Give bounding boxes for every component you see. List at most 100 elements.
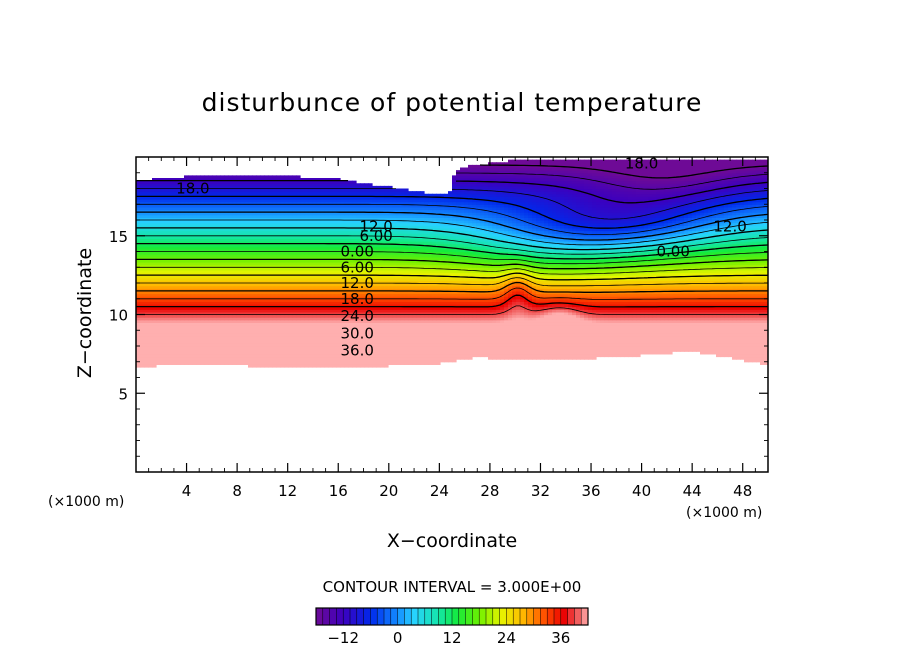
field-cell (260, 311, 265, 316)
field-cell (216, 361, 221, 365)
field-cell (244, 319, 249, 323)
field-cell (728, 327, 733, 331)
field-cell (320, 361, 325, 365)
field-cell (280, 301, 285, 305)
field-cell (140, 319, 145, 323)
field-cell (184, 298, 189, 302)
field-cell (384, 338, 389, 342)
field-cell (720, 311, 725, 316)
field-cell (280, 364, 285, 368)
field-cell (496, 335, 501, 339)
field-cell (500, 335, 505, 339)
field-cell (436, 283, 441, 287)
field-cell (408, 288, 413, 292)
field-cell (412, 351, 417, 355)
field-cell (448, 322, 453, 326)
field-cell (552, 319, 557, 323)
field-cell (228, 338, 233, 342)
field-cell (276, 322, 281, 326)
field-cell (296, 335, 301, 339)
field-cell (392, 338, 397, 342)
field-cell (324, 306, 329, 310)
field-cell (216, 314, 221, 318)
field-cell (300, 351, 305, 355)
field-cell (604, 285, 609, 289)
field-cell (540, 330, 545, 334)
field-cell (480, 319, 485, 323)
field-cell (348, 356, 353, 360)
field-cell (356, 298, 361, 302)
field-cell (408, 277, 413, 281)
field-cell (432, 288, 437, 292)
field-cell (540, 314, 545, 318)
field-cell (624, 325, 629, 329)
field-cell (604, 296, 609, 300)
field-cell (264, 277, 269, 281)
field-cell (444, 280, 449, 284)
field-cell (144, 298, 149, 302)
field-cell (148, 343, 153, 347)
field-cell (168, 351, 173, 355)
field-cell (260, 309, 265, 313)
field-cell (256, 283, 261, 287)
field-cell (672, 285, 677, 289)
field-cell (592, 338, 597, 342)
field-cell (536, 327, 541, 331)
field-cell (400, 330, 405, 334)
field-cell (188, 322, 193, 326)
field-cell (304, 306, 309, 310)
field-cell (500, 309, 505, 313)
field-cell (732, 322, 737, 326)
field-cell (408, 322, 413, 326)
field-cell (560, 351, 565, 355)
field-cell (432, 343, 437, 347)
field-cell (764, 348, 768, 352)
field-cell (368, 327, 373, 331)
field-cell (748, 311, 753, 316)
field-cell (492, 293, 497, 297)
field-cell (748, 351, 753, 355)
field-cell (664, 325, 669, 329)
field-cell (764, 346, 768, 350)
field-cell (596, 351, 601, 355)
field-cell (352, 290, 357, 295)
field-cell (168, 293, 173, 297)
field-cell (328, 314, 333, 318)
field-cell (288, 322, 293, 326)
field-cell (684, 322, 689, 326)
field-cell (392, 285, 397, 289)
field-cell (536, 277, 541, 281)
field-cell (244, 314, 249, 318)
field-cell (516, 306, 521, 310)
field-cell (408, 361, 413, 365)
field-cell (312, 332, 317, 337)
field-cell (684, 340, 689, 344)
field-cell (696, 338, 701, 342)
field-cell (164, 304, 169, 308)
field-cell (764, 359, 768, 363)
field-cell (560, 317, 565, 321)
field-cell (752, 283, 757, 287)
field-cell (156, 332, 161, 337)
field-cell (332, 322, 337, 326)
field-cell (568, 285, 573, 289)
field-cell (440, 314, 445, 318)
field-cell (544, 319, 549, 323)
field-cell (452, 280, 457, 284)
field-cell (432, 293, 437, 297)
field-cell (676, 304, 681, 308)
field-cell (368, 290, 373, 295)
field-cell (336, 361, 341, 365)
field-cell (436, 304, 441, 308)
field-cell (680, 301, 685, 305)
field-cell (484, 306, 489, 310)
field-cell (428, 298, 433, 302)
field-cell (436, 332, 441, 337)
field-cell (172, 332, 177, 337)
field-cell (452, 353, 457, 358)
field-cell (388, 353, 393, 358)
field-cell (324, 309, 329, 313)
field-cell (608, 325, 613, 329)
field-cell (624, 330, 629, 334)
field-cell (720, 290, 725, 295)
